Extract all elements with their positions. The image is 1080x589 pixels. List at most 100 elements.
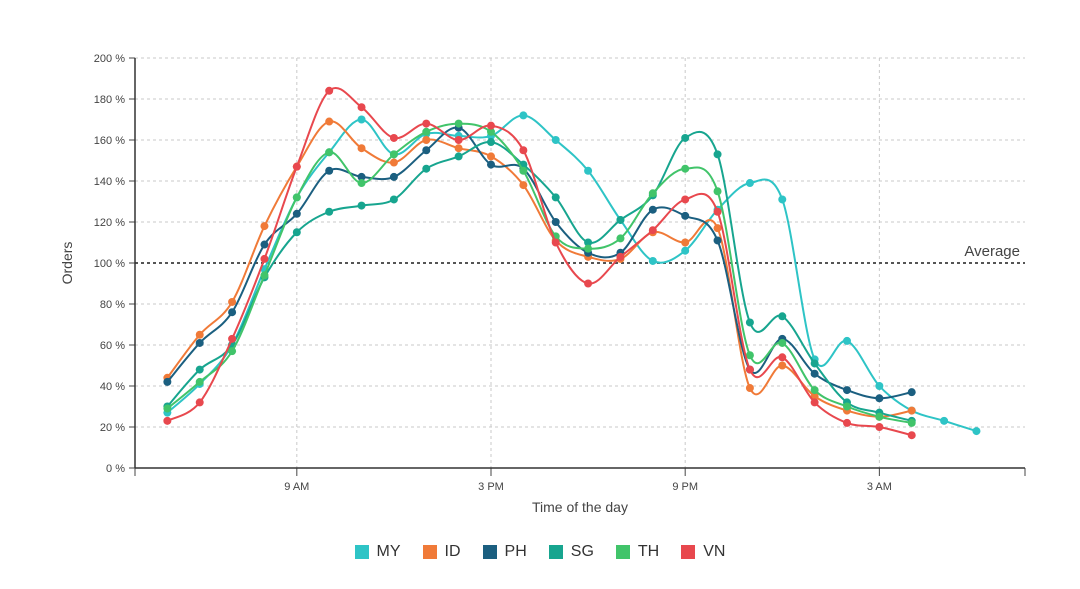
data-point-th[interactable] bbox=[163, 404, 172, 413]
data-point-th[interactable] bbox=[713, 187, 722, 196]
data-point-ph[interactable] bbox=[681, 211, 690, 220]
data-point-ph[interactable] bbox=[260, 240, 269, 249]
data-point-id[interactable] bbox=[454, 144, 463, 153]
data-point-th[interactable] bbox=[616, 234, 625, 243]
data-point-my[interactable] bbox=[584, 166, 593, 175]
data-point-my[interactable] bbox=[648, 256, 657, 265]
data-point-vn[interactable] bbox=[616, 252, 625, 261]
data-point-id[interactable] bbox=[260, 222, 269, 231]
data-point-id[interactable] bbox=[389, 158, 398, 167]
data-point-sg[interactable] bbox=[616, 215, 625, 224]
data-point-sg[interactable] bbox=[487, 138, 495, 147]
data-point-th[interactable] bbox=[745, 351, 754, 360]
data-point-vn[interactable] bbox=[228, 334, 237, 343]
data-point-id[interactable] bbox=[487, 152, 495, 161]
data-point-th[interactable] bbox=[487, 127, 495, 136]
legend-item-id[interactable]: ID bbox=[422, 543, 461, 561]
data-point-th[interactable] bbox=[584, 244, 593, 253]
data-point-ph[interactable] bbox=[292, 209, 301, 218]
data-point-vn[interactable] bbox=[681, 195, 690, 204]
data-point-ph[interactable] bbox=[325, 166, 334, 175]
data-point-sg[interactable] bbox=[325, 207, 334, 216]
data-point-th[interactable] bbox=[875, 412, 884, 421]
data-point-my[interactable] bbox=[551, 136, 560, 144]
data-point-th[interactable] bbox=[228, 347, 237, 356]
data-point-id[interactable] bbox=[681, 238, 690, 247]
data-point-sg[interactable] bbox=[357, 201, 366, 210]
data-point-sg[interactable] bbox=[713, 150, 722, 159]
data-point-my[interactable] bbox=[940, 416, 949, 425]
data-point-th[interactable] bbox=[907, 418, 916, 427]
data-point-sg[interactable] bbox=[292, 228, 301, 237]
data-point-my[interactable] bbox=[843, 336, 851, 345]
data-point-ph[interactable] bbox=[810, 369, 819, 378]
data-point-vn[interactable] bbox=[389, 133, 398, 142]
data-point-ph[interactable] bbox=[907, 388, 916, 397]
legend-item-vn[interactable]: VN bbox=[681, 543, 725, 561]
data-point-my[interactable] bbox=[681, 246, 690, 255]
data-point-my[interactable] bbox=[778, 195, 787, 204]
data-point-ph[interactable] bbox=[357, 172, 366, 181]
data-point-ph[interactable] bbox=[487, 160, 495, 169]
data-point-vn[interactable] bbox=[551, 238, 560, 247]
data-point-vn[interactable] bbox=[778, 353, 787, 362]
data-point-vn[interactable] bbox=[292, 162, 301, 171]
data-point-th[interactable] bbox=[519, 166, 528, 175]
data-point-th[interactable] bbox=[422, 127, 431, 136]
legend-item-sg[interactable]: SG bbox=[548, 543, 594, 561]
legend-item-th[interactable]: TH bbox=[615, 543, 659, 561]
data-point-vn[interactable] bbox=[745, 365, 754, 374]
data-point-vn[interactable] bbox=[875, 423, 884, 431]
data-point-id[interactable] bbox=[745, 384, 754, 393]
data-point-ph[interactable] bbox=[875, 394, 884, 403]
data-point-ph[interactable] bbox=[422, 146, 431, 155]
data-point-sg[interactable] bbox=[681, 133, 690, 142]
data-point-ph[interactable] bbox=[389, 172, 398, 181]
data-point-vn[interactable] bbox=[454, 136, 463, 144]
data-point-id[interactable] bbox=[357, 144, 366, 153]
data-point-vn[interactable] bbox=[260, 254, 269, 263]
data-point-vn[interactable] bbox=[648, 226, 657, 235]
data-point-vn[interactable] bbox=[907, 431, 916, 440]
data-point-vn[interactable] bbox=[357, 103, 366, 112]
data-point-th[interactable] bbox=[292, 193, 301, 202]
data-point-vn[interactable] bbox=[584, 279, 593, 288]
data-point-th[interactable] bbox=[778, 338, 787, 347]
data-point-th[interactable] bbox=[260, 271, 269, 280]
data-point-id[interactable] bbox=[325, 117, 334, 126]
data-point-th[interactable] bbox=[843, 402, 851, 411]
data-point-vn[interactable] bbox=[843, 418, 851, 427]
data-point-th[interactable] bbox=[389, 150, 398, 159]
data-point-ph[interactable] bbox=[843, 386, 851, 395]
data-point-my[interactable] bbox=[972, 427, 981, 436]
data-point-th[interactable] bbox=[810, 386, 819, 395]
data-point-vn[interactable] bbox=[713, 207, 722, 216]
data-point-sg[interactable] bbox=[584, 238, 593, 247]
data-point-sg[interactable] bbox=[422, 164, 431, 173]
data-point-id[interactable] bbox=[907, 406, 916, 415]
data-point-sg[interactable] bbox=[778, 312, 787, 321]
data-point-ph[interactable] bbox=[228, 308, 237, 317]
data-point-vn[interactable] bbox=[422, 119, 431, 128]
data-point-th[interactable] bbox=[648, 189, 657, 198]
legend-item-ph[interactable]: PH bbox=[482, 543, 527, 561]
data-point-ph[interactable] bbox=[648, 205, 657, 214]
data-point-id[interactable] bbox=[422, 136, 431, 144]
data-point-id[interactable] bbox=[713, 224, 722, 233]
data-point-vn[interactable] bbox=[325, 86, 334, 95]
data-point-th[interactable] bbox=[195, 377, 204, 386]
data-point-sg[interactable] bbox=[454, 152, 463, 161]
data-point-ph[interactable] bbox=[713, 236, 722, 245]
data-point-sg[interactable] bbox=[389, 195, 398, 204]
data-point-my[interactable] bbox=[745, 179, 754, 188]
data-point-my[interactable] bbox=[357, 115, 366, 124]
data-point-th[interactable] bbox=[454, 119, 463, 128]
data-point-sg[interactable] bbox=[195, 365, 204, 374]
data-point-th[interactable] bbox=[681, 164, 690, 173]
data-point-sg[interactable] bbox=[551, 193, 560, 202]
data-point-vn[interactable] bbox=[487, 121, 495, 130]
data-point-ph[interactable] bbox=[551, 218, 560, 226]
data-point-id[interactable] bbox=[228, 297, 237, 306]
data-point-sg[interactable] bbox=[810, 359, 819, 368]
data-point-vn[interactable] bbox=[810, 398, 819, 407]
